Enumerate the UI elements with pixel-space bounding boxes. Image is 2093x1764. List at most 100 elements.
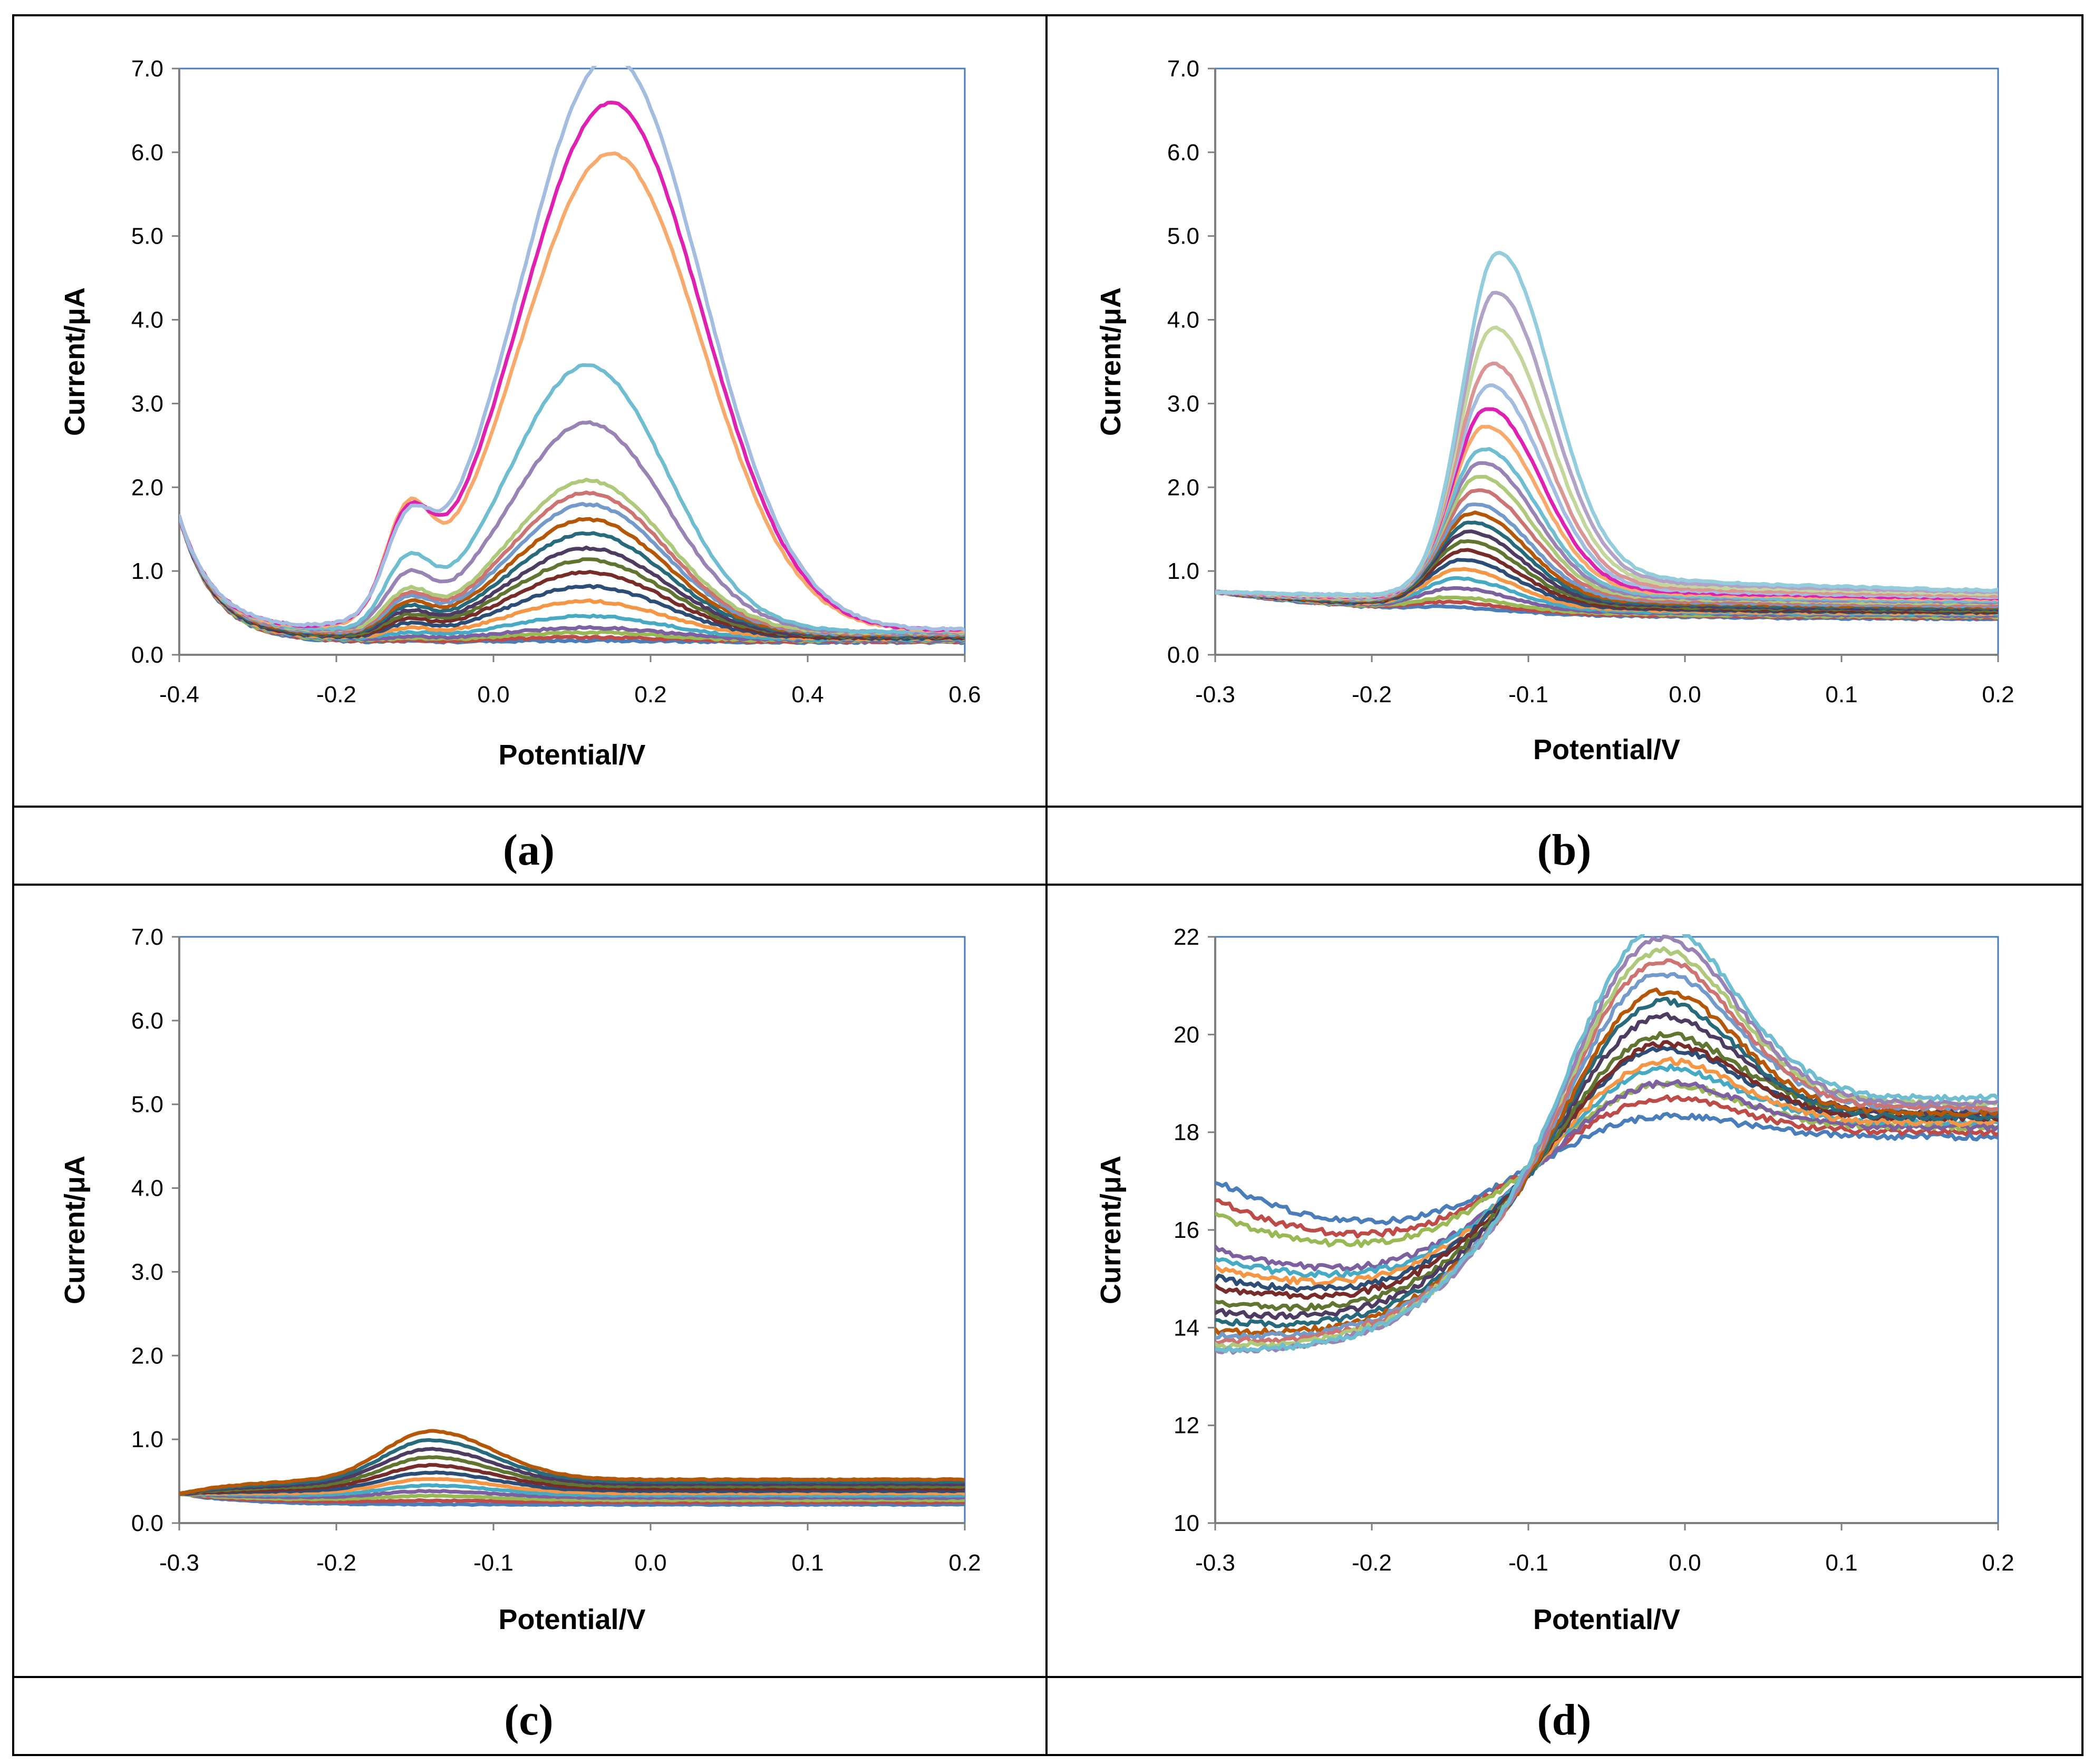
series-line-5: [179, 1483, 965, 1498]
series-group: [179, 66, 965, 645]
series-line-6: [1215, 1057, 1998, 1286]
x-tick-label: -0.3: [159, 1550, 199, 1576]
panel-a-label: (a): [503, 826, 555, 875]
y-tick-label: 1.0: [1167, 558, 1199, 584]
series-line-10: [179, 1447, 965, 1496]
x-tick-label: 0.1: [791, 1550, 823, 1576]
series-group: [179, 1429, 965, 1507]
x-tick-label: -0.4: [159, 682, 199, 707]
series-line-16: [1215, 461, 1998, 605]
series-line-17: [1215, 934, 1998, 1353]
series-line-24: [1215, 250, 1998, 597]
y-tick-label: 0.0: [131, 1510, 163, 1536]
chart-panel-d: -0.3 -0.2 -0.1 0.0 0.1 0.2 10 12 14 16 18 20 22 Poten…: [1095, 924, 2014, 1635]
series-line-4: [179, 1489, 965, 1500]
y-tick-label: 14: [1174, 1315, 1199, 1341]
series-line-20: [179, 66, 965, 632]
y-tick-label: 6.0: [131, 1008, 163, 1034]
series-line-2: [179, 1491, 965, 1505]
y-tick-label: 20: [1174, 1022, 1199, 1048]
panel-b-label: (b): [1537, 826, 1592, 875]
series-line-11: [1215, 996, 1998, 1329]
series-line-6: [179, 1477, 965, 1496]
series-line-21: [1215, 361, 1998, 599]
panel-d-label: (d): [1537, 1695, 1592, 1744]
x-tick-label: 0.1: [1825, 1550, 1857, 1576]
y-tick-label: 7.0: [131, 56, 163, 82]
x-tick-label: 0.0: [1669, 1550, 1701, 1576]
x-tick-label: 0.2: [634, 682, 666, 707]
chart-panel-a: -0.4 -0.2 0.0 0.2 0.4 0.6 0.0 1.0 2.0 3.0 4.0 5.0 6.…: [59, 56, 981, 771]
plot-area-frame: [178, 936, 966, 1524]
chart-panel-b: -0.3 -0.2 -0.1 0.0 0.1 0.2 0.0 1.0 2.0 3.0 4.0 5.0 6…: [1095, 56, 2014, 765]
series-line-15: [1215, 946, 1998, 1350]
y-axis-title: Current/μA: [1095, 287, 1127, 436]
y-tick-label: 0.0: [131, 642, 163, 668]
y-axis-title: Current/μA: [1095, 1156, 1127, 1304]
x-tick-label: 0.2: [1982, 1550, 2014, 1576]
x-axis-title: Potential/V: [498, 739, 645, 771]
x-axis-title: Potential/V: [1533, 1604, 1680, 1635]
y-tick-label: 6.0: [131, 140, 163, 166]
y-tick-label: 18: [1174, 1120, 1199, 1146]
y-tick-label: 0.0: [1167, 642, 1199, 668]
x-tick-label: 0.2: [1982, 682, 2014, 707]
chart-panel-c: -0.3 -0.2 -0.1 0.0 0.1 0.2 0.0 1.0 2.0 3.0 4.0 5.0 6…: [59, 924, 981, 1635]
x-tick-label: -0.1: [1508, 1550, 1548, 1576]
y-tick-label: 1.0: [131, 1427, 163, 1452]
y-tick-label: 5.0: [131, 224, 163, 249]
series-line-23: [1215, 290, 1998, 597]
y-tick-label: 2.0: [1167, 474, 1199, 500]
y-tick-label: 7.0: [1167, 56, 1199, 82]
series-line-7: [1215, 1046, 1998, 1293]
x-tick-label: 0.4: [791, 682, 823, 707]
y-tick-label: 4.0: [131, 1176, 163, 1201]
series-line-1: [1215, 1112, 1998, 1226]
x-tick-label: -0.2: [316, 682, 356, 707]
series-line-7: [179, 1470, 965, 1496]
y-tick-label: 7.0: [131, 924, 163, 950]
x-tick-label: 0.2: [948, 1550, 981, 1576]
x-tick-label: -0.3: [1195, 682, 1235, 707]
series-group: [1215, 250, 1998, 622]
series-line-13: [1215, 972, 1998, 1341]
y-axis-title: Current/μA: [59, 1156, 91, 1304]
y-axis-title: Current/μA: [59, 287, 91, 436]
series-line-22: [1215, 325, 1998, 598]
y-tick-label: 5.0: [131, 1092, 163, 1118]
series-line-11: [179, 515, 965, 638]
y-tick-label: 10: [1174, 1510, 1199, 1536]
x-tick-label: -0.3: [1195, 1550, 1235, 1576]
x-tick-label: 0.0: [477, 682, 509, 707]
x-tick-label: 0.0: [1669, 682, 1701, 707]
x-tick-label: 0.0: [634, 1550, 666, 1576]
x-tick-label: 0.6: [948, 682, 981, 707]
x-tick-label: -0.2: [1352, 1550, 1392, 1576]
y-tick-label: 3.0: [1167, 391, 1199, 416]
y-tick-label: 6.0: [1167, 140, 1199, 166]
x-tick-label: 0.1: [1825, 682, 1857, 707]
series-line-17: [179, 363, 965, 635]
y-tick-label: 1.0: [131, 558, 163, 584]
series-group: [1215, 934, 1998, 1355]
y-tick-label: 2.0: [131, 1343, 163, 1369]
x-tick-label: -0.2: [316, 1550, 356, 1576]
y-tick-label: 3.0: [131, 391, 163, 416]
x-axis-title: Potential/V: [1533, 734, 1680, 765]
series-line-16: [1215, 934, 1998, 1355]
x-tick-label: -0.2: [1352, 682, 1392, 707]
panel-c-label: (c): [504, 1695, 553, 1744]
plot-area-frame: [178, 67, 966, 656]
series-line-12: [179, 1429, 965, 1496]
y-tick-label: 16: [1174, 1217, 1199, 1243]
y-tick-label: 4.0: [131, 307, 163, 333]
series-line-11: [179, 1438, 965, 1496]
y-tick-label: 4.0: [1167, 307, 1199, 333]
y-tick-label: 22: [1174, 924, 1199, 950]
y-tick-label: 3.0: [131, 1259, 163, 1285]
x-axis-title: Potential/V: [498, 1604, 645, 1635]
y-tick-label: 5.0: [1167, 224, 1199, 249]
y-tick-label: 2.0: [131, 474, 163, 500]
x-tick-label: -0.1: [473, 1550, 513, 1576]
